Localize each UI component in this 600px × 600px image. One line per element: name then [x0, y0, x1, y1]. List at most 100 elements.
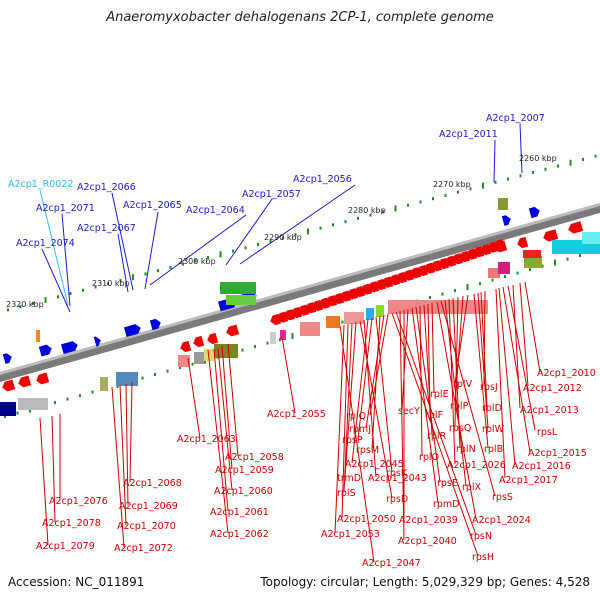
feature-box — [300, 322, 320, 336]
label-connector — [129, 381, 133, 483]
lower-track-tick — [79, 394, 81, 398]
gene-label: A2cp1_2055 — [267, 409, 326, 420]
forward-gene-arrow — [60, 341, 78, 354]
gene-label: trmD — [337, 473, 361, 484]
label-connector — [519, 282, 529, 387]
scale-tick — [307, 228, 309, 235]
scale-tick — [244, 246, 247, 250]
scale-tick — [557, 164, 559, 168]
forward-gene-arrow — [38, 344, 52, 357]
gene-label: A2cp1_2024 — [472, 515, 531, 526]
gene-label: A2cp1_2026 — [447, 460, 506, 471]
scale-tick — [394, 205, 397, 212]
label-connector — [207, 349, 229, 534]
scale-tick — [432, 197, 434, 201]
label-connector — [448, 298, 456, 465]
upper-gene-labels: A2cp1_2007 A2cp1_2011 A2cp1_2056 A2cp1_2… — [8, 113, 545, 249]
scale-tick — [482, 182, 484, 189]
scale-label: 2320 kbp — [6, 300, 44, 309]
label-connector — [213, 348, 229, 512]
label-connector — [395, 311, 477, 536]
gene-label: A2cp1_2068 — [123, 478, 182, 489]
scale-tick — [507, 177, 509, 181]
gene-label: A2cp1_2065 — [123, 200, 182, 211]
lower-track-tick — [66, 397, 69, 401]
gene-label: A2cp1_2043 — [368, 473, 427, 484]
feature-box — [100, 377, 108, 391]
lower-label-connectors — [39, 281, 541, 563]
lower-gene-labels: A2cp1_2010 A2cp1_2012 A2cp1_2013 rpsL A2… — [36, 368, 596, 569]
label-connector — [341, 323, 349, 519]
gene-label: A2cp1_2057 — [242, 189, 301, 200]
scale-tick — [219, 251, 222, 258]
feature-box — [280, 330, 286, 340]
feature-box — [376, 305, 384, 317]
feature-box — [270, 332, 276, 344]
gene-label: A2cp1_2064 — [186, 205, 245, 216]
gene-label: rpsM — [356, 445, 379, 456]
label-connector — [369, 313, 389, 416]
scale-label: 2270 kbp — [433, 180, 471, 189]
gene-label: rpsJ — [480, 382, 498, 393]
scale-tick — [332, 223, 334, 227]
label-connector — [493, 139, 496, 183]
gene-label: rplV — [453, 379, 473, 390]
forward-gene-arrow — [93, 336, 101, 347]
gene-label: rpsS — [492, 492, 513, 503]
scale-tick — [282, 236, 284, 240]
gene-label: A2cp1_2045 — [345, 459, 404, 470]
lower-track-tick — [266, 341, 269, 345]
gene-label: A2cp1_2016 — [512, 461, 571, 472]
label-connector — [125, 383, 129, 506]
scale-label: 2300 kbp — [178, 257, 216, 266]
label-connector — [495, 288, 506, 479]
label-connector — [399, 310, 405, 541]
label-connector — [357, 317, 373, 440]
scale-tick — [32, 301, 34, 305]
label-connector — [111, 192, 134, 291]
scale-tick — [7, 308, 9, 312]
label-connector — [281, 336, 296, 414]
scale-tick — [57, 295, 59, 299]
label-connector — [454, 294, 469, 384]
lower-track-tick — [166, 369, 169, 373]
lower-track-tick — [179, 366, 181, 370]
upper-label-connectors — [39, 123, 523, 313]
gene-label: rplD — [482, 403, 502, 414]
lower-track-tick — [54, 401, 56, 405]
lower-track-tick — [91, 390, 94, 394]
reverse-gene-arrow — [543, 229, 559, 242]
gene-label: A2cp1_2058 — [225, 452, 284, 463]
map-title: Anaeromyxobacter dehalogenans 2CP-1, com… — [106, 10, 494, 25]
feature-box — [344, 312, 364, 324]
gene-label: A2cp1_R0022 — [8, 179, 73, 190]
lower-track-tick — [141, 376, 144, 380]
gene-label: rplB — [484, 444, 503, 455]
gene-label: A2cp1_2063 — [177, 434, 236, 445]
scale-tick — [419, 200, 422, 204]
feature-box — [226, 295, 256, 305]
lower-track-tick — [479, 282, 481, 286]
scale-tick — [319, 226, 322, 230]
scale-tick — [232, 249, 234, 253]
label-connector — [391, 312, 479, 557]
label-connector — [61, 213, 71, 307]
gene-label: A2cp1_2069 — [119, 501, 178, 512]
gene-label: rplQ — [346, 411, 366, 422]
gene-label: A2cp1_2078 — [42, 518, 101, 529]
scale-tick — [194, 259, 197, 263]
scale-tick — [157, 269, 159, 273]
gene-label: A2cp1_2072 — [114, 543, 173, 554]
gene-label: A2cp1_2066 — [77, 182, 136, 193]
feature-box — [326, 316, 340, 328]
label-connector — [365, 314, 385, 429]
scale-label: 2280 kbp — [348, 206, 386, 215]
gene-label: rplS — [337, 488, 356, 499]
label-connector — [217, 347, 233, 491]
scale-tick — [269, 239, 272, 243]
feature-box — [220, 282, 256, 294]
feature-box — [523, 250, 541, 258]
label-connector — [359, 320, 393, 499]
scale-labels: 2260 kbp 2270 kbp 2280 kbp 2290 kbp 2300… — [6, 154, 557, 309]
